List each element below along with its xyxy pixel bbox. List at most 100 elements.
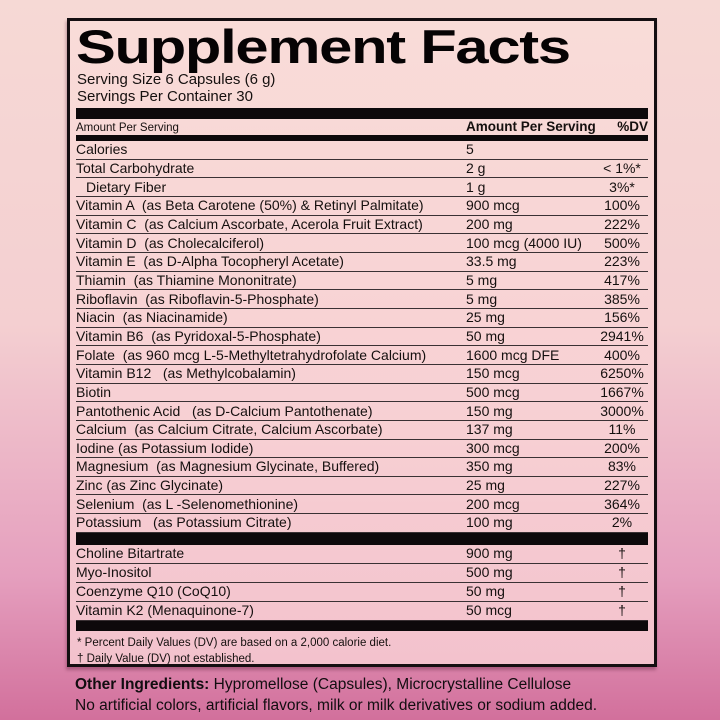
nutrient-name: Niacin (as Niacinamide): [76, 309, 228, 326]
nutrient-amount: 900 mcg: [466, 197, 520, 214]
nutrient-dv: 3%*: [609, 178, 635, 195]
table-row: Vitamin A (as Beta Carotene (50%) & Reti…: [76, 197, 648, 216]
nutrient-dv: 500%: [604, 234, 640, 251]
nutrient-amount: 5: [466, 141, 474, 158]
header-dv-column: %DV: [617, 119, 648, 134]
nutrient-name: Pantothenic Acid (as D-Calcium Pantothen…: [76, 402, 373, 419]
nutrient-name: Iodine (as Potassium Iodide): [76, 439, 254, 456]
table-row: Vitamin E (as D-Alpha Tocopheryl Acetate…: [76, 253, 648, 272]
nutrient-amount: 33.5 mg: [466, 253, 517, 270]
nutrient-amount: 1 g: [466, 178, 486, 195]
table-row: Niacin (as Niacinamide) 25 mg 156%: [76, 309, 648, 328]
header-amount-column: Amount Per Serving: [466, 119, 596, 134]
nutrient-name: Calcium (as Calcium Citrate, Calcium Asc…: [76, 421, 383, 438]
nutrient-amount: 2 g: [466, 159, 486, 176]
nutrient-dv: 200%: [604, 439, 640, 456]
supplement-facts-panel: Supplement Facts Serving Size 6 Capsules…: [67, 18, 657, 667]
nutrient-dv: 6250%: [600, 365, 644, 382]
nutrient-name: Selenium (as L -Selenomethionine): [76, 495, 299, 512]
table-row: Choline Bitartrate 900 mg †: [76, 545, 648, 564]
servings-per-container: Servings Per Container 30: [77, 88, 253, 105]
serving-size: Serving Size 6 Capsules (6 g): [77, 71, 276, 88]
table-row: Calories 5: [76, 141, 648, 160]
divider-bar-bottom: [76, 620, 648, 631]
panel-title: Supplement Facts: [76, 20, 571, 73]
table-row: Folate (as 960 mcg L-5-Methyltetrahydrof…: [76, 346, 648, 365]
nutrient-amount: 900 mg: [466, 545, 513, 562]
nutrient-amount: 500 mg: [466, 564, 513, 581]
table-row: Vitamin C (as Calcium Ascorbate, Acerola…: [76, 216, 648, 235]
nutrient-name: Myo-Inositol: [76, 564, 152, 581]
nutrient-name: Total Carbohydrate: [76, 159, 195, 176]
nutrient-dv: 83%: [607, 458, 637, 475]
nutrient-dv: 385%: [604, 290, 640, 307]
nutrient-name: Choline Bitartrate: [76, 545, 185, 562]
table-row: Myo-Inositol 500 mg †: [76, 564, 648, 583]
table-row: Vitamin D (as Cholecalciferol) 100 mcg (4…: [76, 234, 648, 253]
nutrient-name: Vitamin K2 (Menaquinone-7): [76, 602, 254, 619]
nutrient-dv: †: [618, 564, 626, 581]
nutrient-dv: 222%: [604, 215, 640, 232]
nutrient-amount: 25 mg: [466, 309, 505, 326]
nutrient-amount: 200 mcg: [466, 495, 520, 512]
other-ingredients-label: Other Ingredients:: [75, 676, 210, 693]
nutrient-name: Coenzyme Q10 (CoQ10): [76, 583, 231, 600]
nutrient-amount: 5 mg: [466, 271, 498, 288]
nutrient-name: Vitamin B6 (as Pyridoxal-5-Phosphate): [76, 327, 321, 344]
nutrient-name: Potassium (as Potassium Citrate): [76, 514, 292, 531]
nutrient-amount: 350 mg: [466, 458, 513, 475]
divider-bar-top: [76, 108, 648, 119]
nutrient-amount: 50 mg: [466, 327, 505, 344]
table-row: Dietary Fiber 1 g 3%*: [76, 178, 648, 197]
other-ingredients-section: Other Ingredients: Hypromellose (Capsule…: [75, 674, 655, 716]
divider-bar-middle: [76, 532, 648, 545]
nutrient-name: Vitamin E (as D-Alpha Tocopheryl Acetate…: [76, 253, 344, 270]
nutrient-amount: 5 mg: [466, 290, 498, 307]
table-row: Vitamin B12 (as Methylcobalamin) 150 mcg 6…: [76, 365, 648, 384]
divider-bar-under-header: [76, 135, 648, 141]
nutrient-amount: 150 mcg: [466, 365, 520, 382]
nutrient-name: Vitamin D (as Cholecalciferol): [76, 234, 265, 251]
table-row: Coenzyme Q10 (CoQ10) 50 mg †: [76, 583, 648, 602]
header-amount-per-serving-left: Amount Per Serving: [76, 122, 179, 134]
nutrient-name: Folate (as 960 mcg L-5-Methyltetrahydrof…: [76, 346, 427, 363]
nutrient-dv: 2941%: [600, 327, 644, 344]
nutrient-dv: < 1%*: [603, 159, 641, 176]
table-row: Vitamin K2 (Menaquinone-7) 50 mcg †: [76, 602, 648, 621]
nutrient-amount: 300 mcg: [466, 439, 520, 456]
nutrient-dv: 417%: [604, 271, 640, 288]
table-row: Biotin 500 mcg 1667%: [76, 384, 648, 403]
nutrient-name: Calories: [76, 141, 128, 158]
table-row: Iodine (as Potassium Iodide) 300 mcg 200%: [76, 440, 648, 459]
disclaimer-text: No artificial colors, artificial flavors…: [75, 697, 597, 714]
nutrient-amount: 100 mcg (4000 IU): [466, 234, 582, 251]
nutrient-amount: 50 mg: [466, 583, 505, 600]
nutrient-table: Calories 5 Total Carbohydrate 2 g < 1%* Dieta…: [76, 141, 648, 533]
table-row: Thiamin (as Thiamine Mononitrate) 5 mg 417…: [76, 272, 648, 291]
table-row: Potassium (as Potassium Citrate) 100 mg 2%: [76, 514, 648, 533]
nutrient-amount: 25 mg: [466, 477, 505, 494]
nutrient-name: Riboflavin (as Riboflavin-5-Phosphate): [76, 290, 319, 307]
nutrient-dv: 11%: [608, 421, 636, 438]
nutrient-amount: 1600 mcg DFE: [466, 346, 560, 363]
nutrient-amount: 100 mg: [466, 514, 513, 531]
nutrient-amount: 150 mg: [466, 402, 513, 419]
nutrient-dv: †: [618, 602, 626, 619]
footnote-daily-values: * Percent Daily Values (DV) are based on…: [77, 636, 392, 649]
table-header-row: Amount Per Serving Amount Per Serving %D…: [76, 119, 648, 135]
nutrient-amount: 500 mcg: [466, 383, 520, 400]
nutrient-dv: 223%: [604, 253, 640, 270]
table-row: Selenium (as L -Selenomethionine) 200 mcg…: [76, 495, 648, 515]
table-row: Zinc (as Zinc Glycinate) 25 mg 227%: [76, 477, 648, 496]
other-nutrient-table: Choline Bitartrate 900 mg † Myo-Inositol 500…: [76, 545, 648, 621]
nutrient-dv: 100%: [604, 197, 640, 214]
other-ingredients-line: Other Ingredients: Hypromellose (Capsule…: [75, 674, 655, 695]
table-row: Calcium (as Calcium Citrate, Calcium Asc…: [76, 421, 648, 440]
nutrient-dv: 1667%: [600, 383, 644, 400]
nutrient-dv: 3000%: [600, 402, 644, 419]
nutrient-dv: 364%: [604, 495, 640, 512]
nutrient-name: Dietary Fiber: [86, 178, 167, 195]
nutrient-dv: †: [618, 545, 626, 562]
other-ingredients-text: Hypromellose (Capsules), Microcrystallin…: [209, 676, 572, 693]
nutrient-name: Vitamin A (as Beta Carotene (50%) & Reti…: [76, 197, 424, 214]
